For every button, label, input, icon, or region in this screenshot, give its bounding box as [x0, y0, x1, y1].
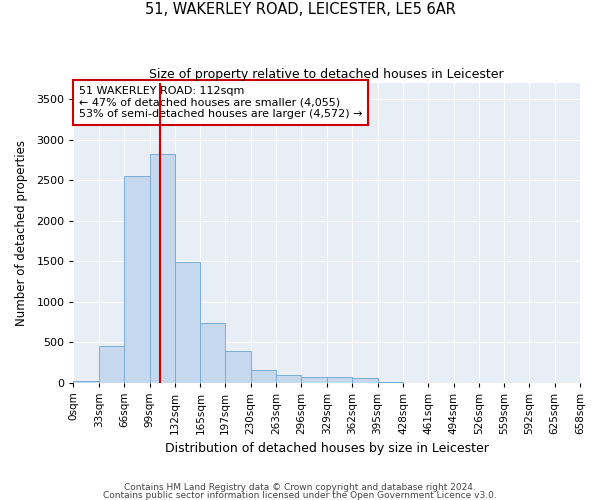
Bar: [225, 351, 251, 382]
Title: Size of property relative to detached houses in Leicester: Size of property relative to detached ho…: [149, 68, 504, 80]
Bar: [352, 378, 377, 382]
Bar: [276, 375, 301, 382]
Text: Contains public sector information licensed under the Open Government Licence v3: Contains public sector information licen…: [103, 490, 497, 500]
Y-axis label: Number of detached properties: Number of detached properties: [15, 140, 28, 326]
Bar: [124, 176, 149, 382]
Bar: [251, 370, 276, 382]
Text: Contains HM Land Registry data © Crown copyright and database right 2024.: Contains HM Land Registry data © Crown c…: [124, 484, 476, 492]
Text: 51, WAKERLEY ROAD, LEICESTER, LE5 6AR: 51, WAKERLEY ROAD, LEICESTER, LE5 6AR: [145, 2, 455, 18]
Text: 51 WAKERLEY ROAD: 112sqm
← 47% of detached houses are smaller (4,055)
53% of sem: 51 WAKERLEY ROAD: 112sqm ← 47% of detach…: [79, 86, 362, 120]
Bar: [99, 346, 124, 383]
X-axis label: Distribution of detached houses by size in Leicester: Distribution of detached houses by size …: [165, 442, 488, 455]
Bar: [301, 378, 327, 382]
Bar: [200, 324, 225, 382]
Bar: [73, 381, 99, 382]
Bar: [327, 378, 352, 382]
Bar: [149, 154, 175, 382]
Bar: [175, 262, 200, 382]
